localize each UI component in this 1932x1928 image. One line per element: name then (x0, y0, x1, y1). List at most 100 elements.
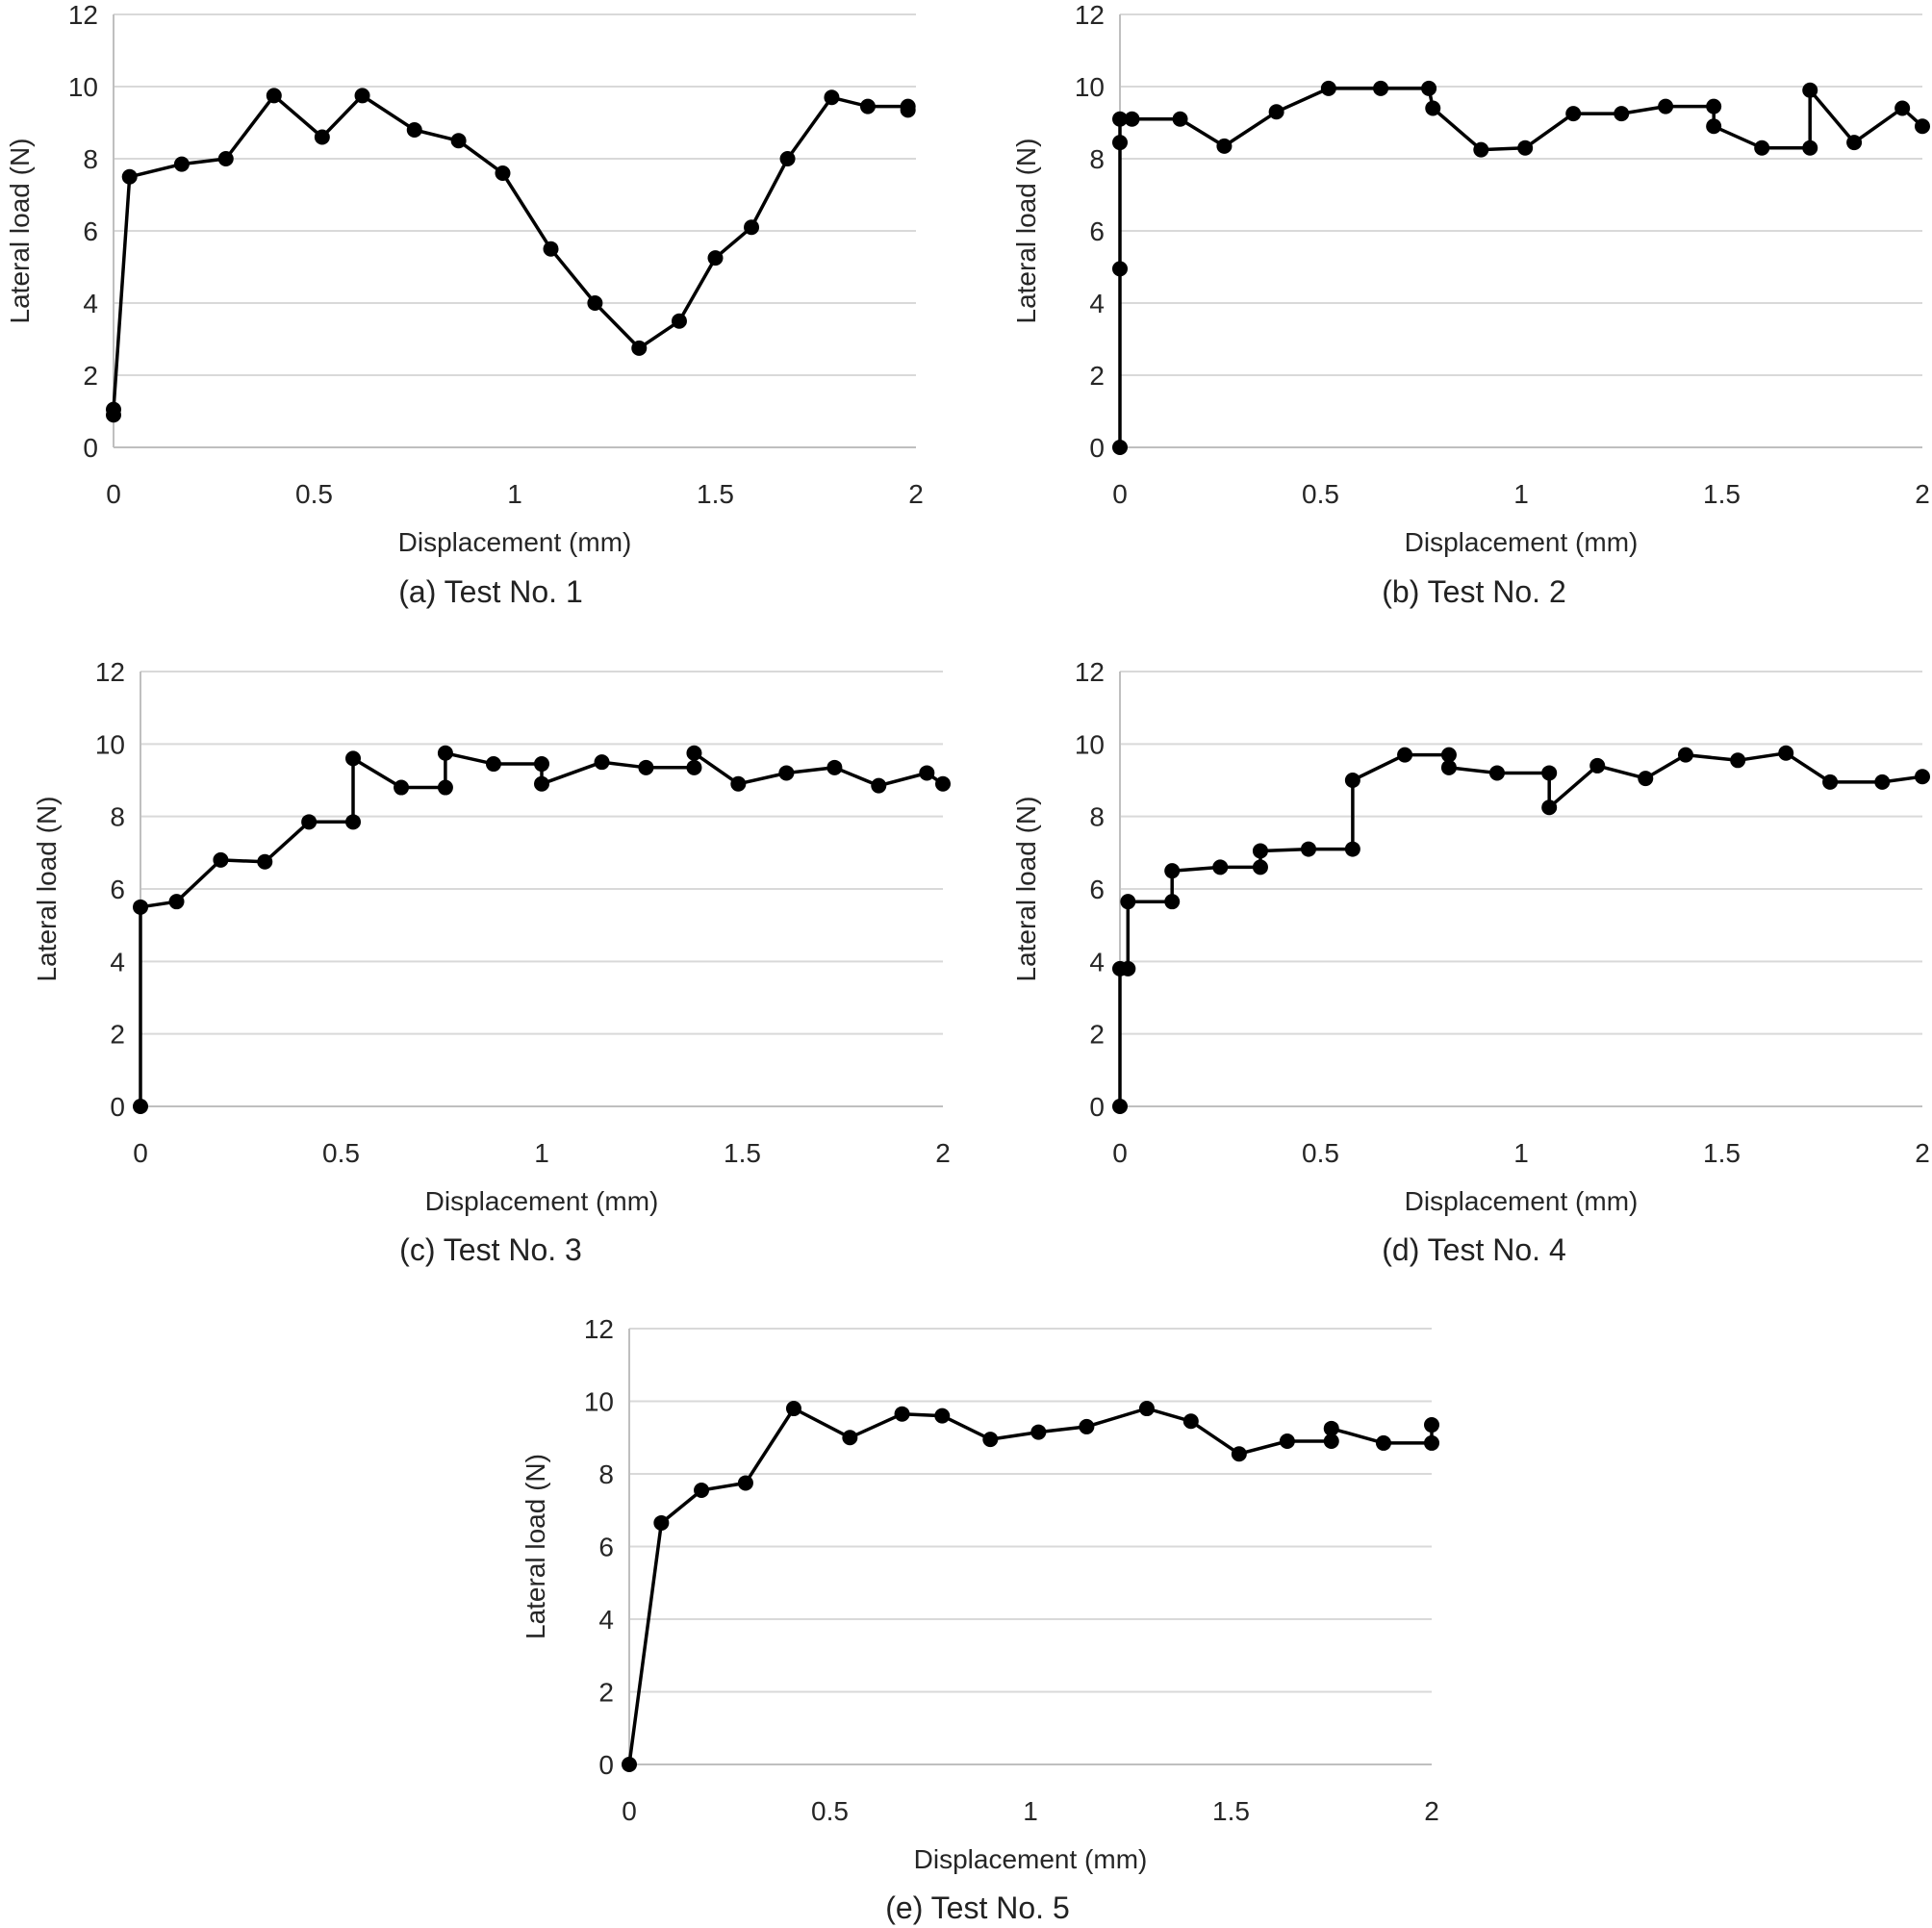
panel-caption: (b) Test No. 2 (1382, 574, 1565, 609)
series-line (139, 751, 944, 1106)
data-point (450, 133, 467, 149)
x-tick-label: 0.5 (322, 1138, 360, 1168)
data-point (871, 777, 887, 794)
data-point (935, 775, 951, 792)
data-point (266, 88, 282, 104)
data-point (1589, 757, 1606, 774)
data-point (1802, 140, 1818, 156)
data-point (1182, 1413, 1199, 1430)
y-tick-label: 8 (110, 802, 125, 832)
data-point (173, 156, 190, 172)
data-point (1120, 960, 1136, 977)
data-point (694, 1482, 710, 1498)
x-tick-label: 1.5 (724, 1138, 761, 1168)
y-tick-label: 0 (1089, 1092, 1105, 1122)
y-axis-label: Lateral load (N) (5, 139, 35, 324)
data-point (437, 779, 453, 796)
data-point (168, 894, 185, 910)
data-point (1164, 894, 1181, 910)
data-point (894, 1406, 910, 1422)
data-point (1421, 80, 1437, 96)
data-point (345, 750, 362, 767)
data-point (1778, 745, 1794, 761)
x-tick-label: 0.5 (1302, 479, 1339, 509)
data-point (1846, 135, 1863, 151)
x-tick-label: 0 (622, 1796, 637, 1826)
data-point (900, 102, 916, 118)
y-tick-label: 2 (110, 1020, 125, 1050)
panel-caption: (c) Test No. 3 (399, 1232, 582, 1267)
y-tick-label: 0 (598, 1750, 614, 1780)
y-tick-label: 8 (83, 144, 98, 174)
y-tick-label: 0 (110, 1092, 125, 1122)
data-point (622, 1757, 637, 1772)
data-point (133, 899, 148, 915)
data-point (1112, 1099, 1128, 1114)
data-point (826, 759, 843, 775)
x-tick-label: 0 (106, 479, 121, 509)
x-tick-label: 2 (908, 479, 924, 509)
x-tick-label: 1.5 (697, 479, 734, 509)
data-point (1802, 82, 1818, 98)
data-point (1541, 799, 1558, 816)
data-point (653, 1514, 670, 1531)
data-point (437, 745, 453, 761)
data-point (1323, 1433, 1339, 1450)
y-tick-label: 4 (1089, 947, 1105, 977)
x-tick-label: 1 (534, 1138, 549, 1168)
panel-caption: (d) Test No. 4 (1382, 1232, 1565, 1267)
x-tick-label: 0.5 (1302, 1138, 1339, 1168)
y-tick-label: 10 (584, 1387, 614, 1417)
data-point (1320, 80, 1336, 96)
data-point (1658, 98, 1674, 114)
y-tick-label: 4 (83, 289, 98, 318)
data-point (406, 122, 422, 138)
data-point (1172, 111, 1188, 127)
y-tick-label: 6 (1089, 216, 1105, 246)
data-point (1030, 1424, 1047, 1440)
data-point (1112, 261, 1128, 277)
y-tick-label: 10 (1075, 729, 1105, 759)
data-point (354, 88, 370, 104)
data-point (824, 89, 840, 106)
data-point (1252, 859, 1268, 875)
x-tick-label: 1.5 (1212, 1796, 1250, 1826)
data-point (1397, 747, 1413, 763)
data-point (1754, 140, 1770, 156)
y-tick-label: 10 (95, 729, 125, 759)
y-tick-label: 12 (68, 0, 98, 30)
x-tick-label: 0 (1112, 479, 1128, 509)
data-point (638, 759, 654, 775)
data-point (671, 313, 687, 329)
data-point (1138, 1401, 1155, 1417)
data-point (534, 775, 549, 792)
y-tick-label: 0 (1089, 433, 1105, 463)
y-tick-label: 6 (83, 216, 98, 246)
x-tick-label: 2 (935, 1138, 951, 1168)
data-point (1424, 1434, 1439, 1451)
y-axis-label: Lateral load (N) (1011, 797, 1041, 982)
data-point (534, 756, 549, 773)
x-tick-label: 0 (1112, 1138, 1128, 1168)
data-point (1112, 135, 1128, 151)
data-point (1268, 104, 1284, 120)
data-point (217, 151, 234, 166)
y-tick-label: 2 (1089, 1020, 1105, 1050)
data-point (919, 765, 935, 781)
data-point (1541, 765, 1558, 781)
x-axis-label: Displacement (mm) (425, 1186, 659, 1216)
data-point (1822, 774, 1839, 790)
x-tick-label: 1 (1513, 479, 1529, 509)
data-point (1212, 859, 1229, 875)
series-line (1118, 751, 1923, 1106)
data-point (1638, 771, 1654, 787)
data-point (1120, 894, 1136, 910)
x-tick-label: 1.5 (1703, 479, 1741, 509)
data-point (744, 219, 760, 236)
data-point (594, 754, 610, 771)
data-point (257, 853, 273, 870)
data-point (394, 779, 410, 796)
data-point (1216, 138, 1233, 154)
y-tick-label: 6 (110, 875, 125, 904)
y-axis-label: Lateral load (N) (32, 797, 62, 982)
